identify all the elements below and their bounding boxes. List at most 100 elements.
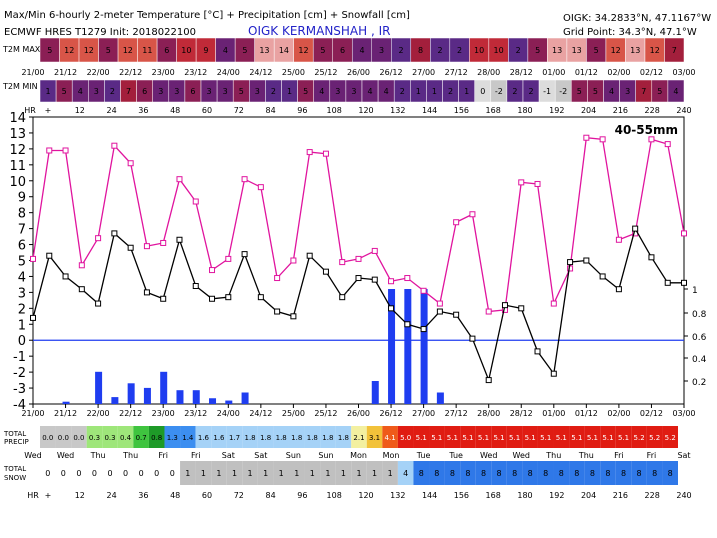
min-cell-value: 3 [174,87,179,96]
snow-cell [55,461,72,485]
snow-cell [600,461,616,485]
min-cell-value: -2 [559,87,567,96]
day-label: Sat [677,451,690,460]
snow-cell-value: 0 [45,469,50,478]
min-cell-value: 2 [110,87,115,96]
min-temp-point [371,276,378,283]
date-tick-label: 22/12 [119,68,142,77]
min-temp-point [388,305,395,312]
min-cell-value: 4 [673,87,678,96]
precip-cell-value: 5.1 [493,434,504,442]
precip-cell [460,426,476,448]
y-tick-label: -4 [13,398,26,413]
min-cell-value: 1 [464,87,469,96]
y-tick-label: -1 [13,350,26,365]
min-temp-point [62,273,69,280]
max-cell-value: 4 [359,46,364,55]
date-tick-label: 26/12 [380,68,403,77]
min-cell-value: 4 [78,87,83,96]
precip-bar [192,390,200,404]
min-cell-value: 3 [94,87,99,96]
snow-cell-value: 8 [559,469,564,478]
y-tick-label: 0 [18,334,26,349]
day-label: Tue [448,451,463,460]
max-cell-value: 4 [223,46,228,55]
snow-cell-value: 1 [263,469,268,478]
snow-cell [506,461,523,485]
max-cell-value: 12 [64,46,74,55]
snow-cell-value: 8 [574,469,579,478]
snow-cell-value: 4 [403,469,408,478]
min-temp-point [160,295,167,302]
date-tick-label: 23/12 [184,68,207,77]
min-temp-point [681,279,687,286]
precip-cell [366,426,383,448]
hour-tick-label: 24 [107,106,117,115]
snow-cell [71,461,87,485]
precip-cell [475,426,492,448]
snow-cell-value: 0 [76,469,81,478]
precip-cell-value: 1.4 [182,434,194,442]
snow-cell [569,461,585,485]
min-temp-point [290,313,297,320]
snow-cell [522,461,538,485]
day-label: Thu [90,451,106,460]
max-temp-point [95,235,102,242]
min-temp-point [46,252,53,259]
min-temp-point [78,286,85,293]
precip-cell [335,426,352,448]
x-tick-label: 22/00 [87,409,110,418]
min-temp-point [550,370,557,377]
hour-tick-label: 12 [75,106,85,115]
precip-cell-value: 1.8 [245,434,256,442]
snow-cell-value: 1 [294,469,299,478]
x-tick-label: 22/12 [119,409,142,418]
max-temp-point [127,160,134,167]
min-temp-point [339,294,346,301]
min-cell-value: 6 [190,87,195,96]
min-temp-line [32,226,684,383]
precip-cell [71,426,87,448]
snow-cell [413,461,430,485]
hour-tick-label-bottom: 36 [138,491,148,500]
min-temp-point [143,289,150,296]
max-temp-point [664,141,671,148]
min-temp-point [501,302,508,309]
precip-cell-value: 5.2 [649,434,660,442]
snow-cell-value: 0 [123,469,128,478]
precip-cell-value: 5.1 [525,434,536,442]
hour-tick-label-bottom: 72 [234,491,244,500]
date-tick-label: 25/12 [314,68,337,77]
hour-tick-label-bottom: 240 [676,491,691,500]
day-label: Thu [578,451,594,460]
hour-tick-label-bottom: 12 [75,491,85,500]
max-temp-point [534,180,541,187]
max-cell-value: 5 [594,46,599,55]
max-temp-point [111,142,118,149]
hour-tick-label: 132 [390,106,405,115]
precip-cell [102,426,118,448]
min-cell-value: 5 [657,87,662,96]
snow-cell [86,461,103,485]
min-temp-point [453,311,460,318]
snow-cell-value: 1 [216,469,221,478]
precip-cell [304,426,321,448]
snow-cell-value: 1 [388,469,393,478]
hour-tick-label-bottom: 132 [390,491,405,500]
max-temp-point [225,255,232,262]
min-temp-point [355,275,362,282]
max-temp-point [583,134,590,141]
hour-tick-label: 60 [202,106,212,115]
max-temp-point [648,136,655,143]
min-temp-point [111,230,118,237]
snow-cell [117,461,134,485]
precip-bar [95,371,103,404]
snow-cell [351,461,367,485]
min-cell-value: 3 [207,87,212,96]
min-cell-value: 2 [529,87,534,96]
y2-tick-label: 0.6 [692,333,707,343]
max-cell-value: 14 [279,46,289,55]
max-cell-value: 3 [379,46,384,55]
min-cell-value: 0 [480,87,485,96]
precip-cell [537,426,554,448]
